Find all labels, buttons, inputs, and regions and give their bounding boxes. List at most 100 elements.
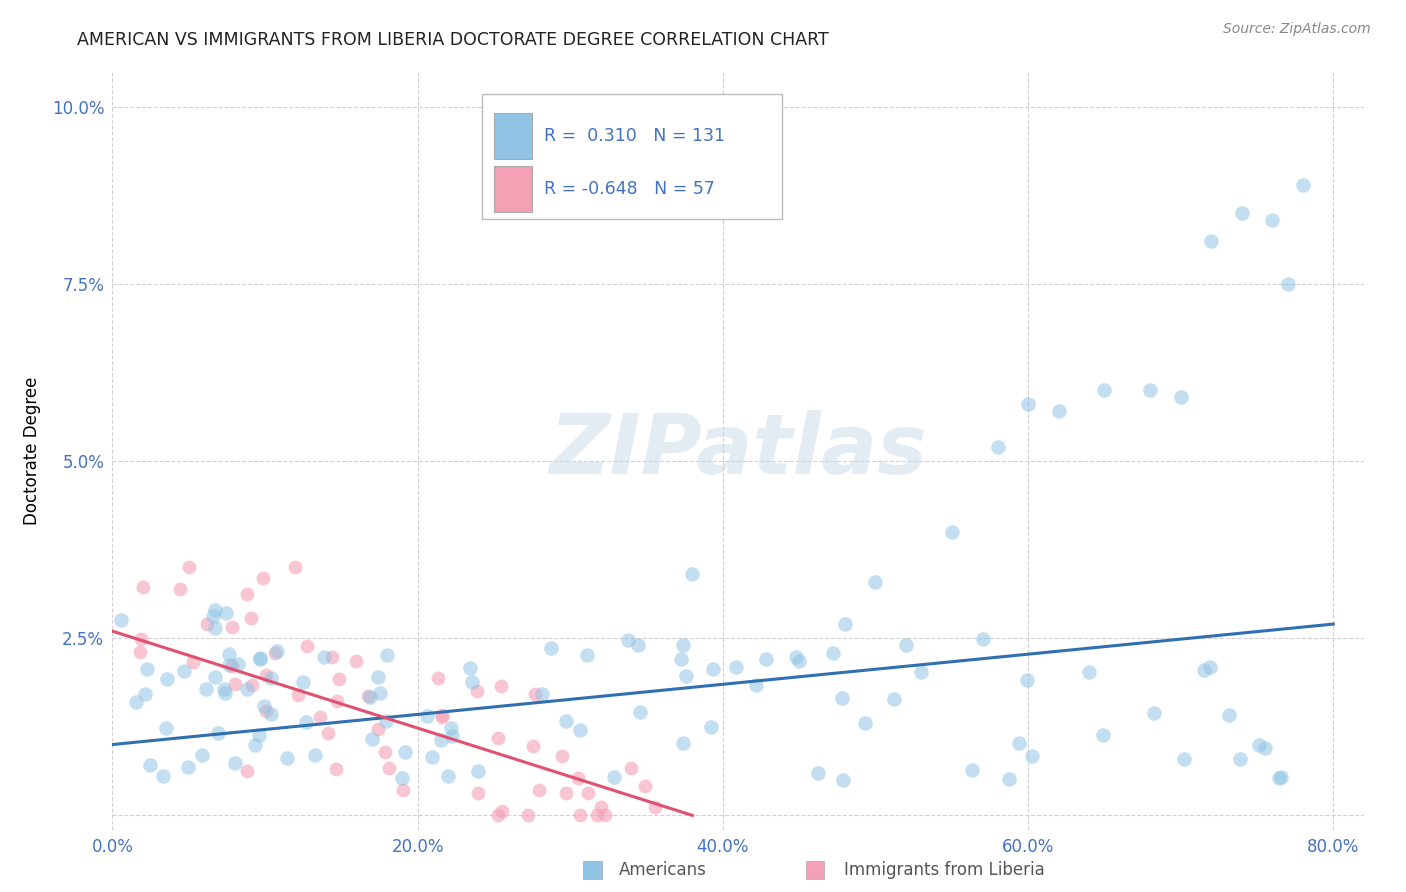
Point: [489, 679, 512, 693]
Point: [1192, 663, 1215, 677]
Point: [134, 687, 156, 701]
Point: [785, 649, 807, 664]
Point: [998, 772, 1021, 786]
Point: [1249, 738, 1271, 752]
Point: [576, 648, 599, 662]
Point: [1170, 390, 1192, 404]
Point: [224, 677, 246, 691]
Point: [831, 690, 853, 705]
Text: ZIPatlas: ZIPatlas: [550, 410, 927, 491]
Point: [1218, 708, 1240, 723]
Y-axis label: Doctorate Degree: Doctorate Degree: [22, 376, 41, 524]
Point: [530, 687, 553, 701]
Text: R =  0.310   N = 131: R = 0.310 N = 131: [544, 127, 725, 145]
Point: [253, 699, 276, 714]
Point: [1092, 383, 1115, 397]
Point: [328, 672, 350, 686]
Point: [1142, 706, 1164, 721]
Point: [941, 524, 963, 539]
Point: [675, 669, 697, 683]
Point: [392, 783, 415, 797]
Point: [617, 632, 640, 647]
Point: [240, 678, 263, 692]
Point: [745, 678, 768, 692]
Point: [195, 616, 218, 631]
Point: [1015, 673, 1038, 687]
Point: [195, 681, 218, 696]
Point: [202, 608, 225, 623]
Point: [634, 779, 657, 793]
Point: [1199, 235, 1222, 249]
Point: [702, 663, 724, 677]
Point: [218, 647, 240, 661]
Point: [627, 638, 650, 652]
Text: Source: ZipAtlas.com: Source: ZipAtlas.com: [1223, 22, 1371, 37]
Point: [249, 728, 271, 742]
Point: [724, 660, 747, 674]
Point: [221, 659, 243, 673]
Point: [591, 800, 613, 814]
Point: [555, 786, 578, 800]
Point: [316, 725, 339, 739]
Point: [681, 567, 703, 582]
Point: [236, 764, 259, 779]
Point: [287, 688, 309, 702]
Point: [522, 739, 544, 754]
Point: [1047, 404, 1070, 418]
Point: [304, 747, 326, 762]
Text: Immigrants from Liberia: Immigrants from Liberia: [844, 861, 1045, 879]
Point: [260, 671, 283, 685]
Point: [391, 771, 413, 785]
Point: [284, 560, 307, 574]
Point: [1173, 752, 1195, 766]
Point: [177, 560, 200, 574]
Point: [156, 673, 179, 687]
Point: [295, 714, 318, 729]
Point: [821, 646, 844, 660]
Point: [214, 686, 236, 700]
Point: [416, 708, 439, 723]
Point: [426, 671, 449, 685]
Point: [585, 808, 607, 822]
Point: [644, 800, 666, 814]
Point: [356, 689, 378, 703]
Point: [152, 769, 174, 783]
Point: [491, 804, 513, 818]
Point: [128, 645, 150, 659]
Point: [260, 707, 283, 722]
Point: [308, 710, 330, 724]
Point: [672, 638, 695, 652]
Point: [1268, 771, 1291, 785]
Point: [430, 733, 453, 747]
Point: [1077, 665, 1099, 680]
Point: [1139, 383, 1161, 397]
Point: [139, 757, 162, 772]
Point: [292, 674, 315, 689]
Point: [254, 668, 277, 682]
Point: [461, 674, 484, 689]
Point: [1017, 397, 1039, 411]
Text: R = -0.648   N = 57: R = -0.648 N = 57: [544, 180, 716, 198]
Point: [1229, 752, 1251, 766]
Point: [181, 656, 204, 670]
Point: [155, 721, 177, 735]
Point: [987, 440, 1010, 454]
Point: [215, 606, 238, 620]
Point: [264, 646, 287, 660]
Point: [672, 736, 695, 750]
Point: [524, 687, 547, 701]
Point: [177, 760, 200, 774]
Point: [603, 770, 626, 784]
Point: [669, 652, 692, 666]
Bar: [494, 166, 531, 211]
Point: [894, 638, 917, 652]
Point: [568, 808, 591, 822]
Point: [367, 669, 389, 683]
Point: [375, 648, 398, 662]
Point: [1230, 206, 1253, 220]
Point: [249, 650, 271, 665]
Point: [221, 620, 243, 634]
Point: [865, 574, 887, 589]
Point: [529, 783, 551, 797]
Point: [430, 710, 453, 724]
